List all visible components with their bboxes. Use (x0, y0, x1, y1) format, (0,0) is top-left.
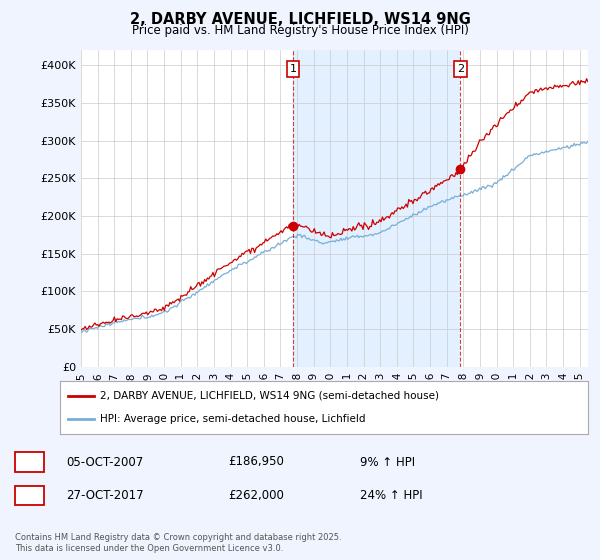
Text: Contains HM Land Registry data © Crown copyright and database right 2025.
This d: Contains HM Land Registry data © Crown c… (15, 533, 341, 553)
Text: 1: 1 (290, 64, 296, 74)
Text: 24% ↑ HPI: 24% ↑ HPI (360, 489, 422, 502)
Text: 1: 1 (26, 455, 33, 469)
Text: £186,950: £186,950 (228, 455, 284, 469)
Text: 2, DARBY AVENUE, LICHFIELD, WS14 9NG: 2, DARBY AVENUE, LICHFIELD, WS14 9NG (130, 12, 470, 27)
Text: £262,000: £262,000 (228, 489, 284, 502)
Text: 2, DARBY AVENUE, LICHFIELD, WS14 9NG (semi-detached house): 2, DARBY AVENUE, LICHFIELD, WS14 9NG (se… (100, 391, 439, 401)
Text: 27-OCT-2017: 27-OCT-2017 (66, 489, 143, 502)
Text: Price paid vs. HM Land Registry's House Price Index (HPI): Price paid vs. HM Land Registry's House … (131, 24, 469, 37)
Bar (293, 50, 460, 367)
Text: 2: 2 (26, 489, 33, 502)
Text: HPI: Average price, semi-detached house, Lichfield: HPI: Average price, semi-detached house,… (100, 414, 365, 424)
Text: 05-OCT-2007: 05-OCT-2007 (66, 455, 143, 469)
Text: 2: 2 (457, 64, 464, 74)
Text: 9% ↑ HPI: 9% ↑ HPI (360, 455, 415, 469)
